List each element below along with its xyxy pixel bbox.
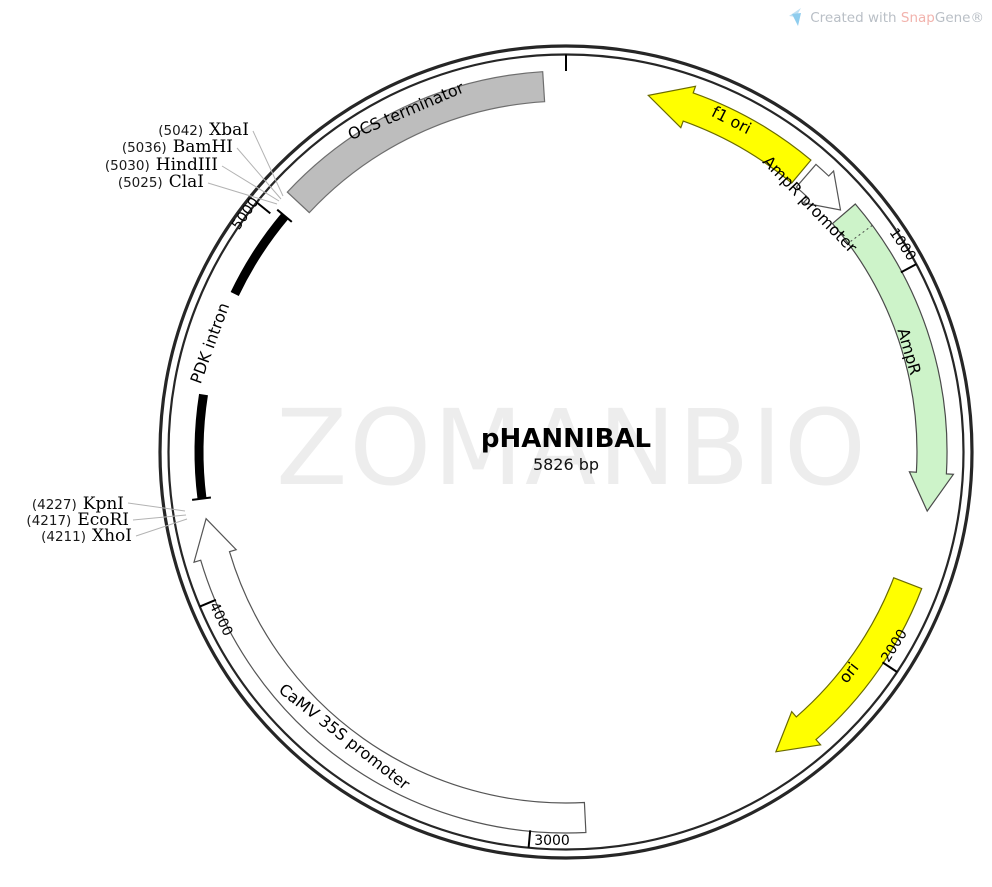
plasmid-title: pHANNIBAL	[481, 424, 651, 454]
credit-text: Created with SnapGene®	[810, 10, 984, 26]
pointer-bamhi	[236, 147, 282, 200]
site-label-ecori: (4217) EcoRI	[26, 510, 129, 530]
snapgene-icon-lower	[792, 13, 801, 26]
tick-label-3000: 3000	[534, 833, 570, 849]
pdk-intron-start-cap	[276, 208, 293, 223]
tick-5000	[256, 201, 271, 215]
tick-1000	[900, 263, 917, 274]
tick-3000	[527, 830, 532, 848]
feature-pdk-intron-segment2	[230, 213, 289, 296]
backbone-outer-circle	[158, 44, 974, 860]
site-label-xbai: (5042) XbaI	[158, 120, 249, 140]
site-label-kpni: (4227) KpnI	[32, 494, 124, 514]
plasmid-size: 5826 bp	[533, 455, 599, 474]
feature-f1-ori	[647, 85, 812, 184]
pointer-kpni	[127, 502, 186, 512]
credit: Created with SnapGene®	[789, 8, 984, 26]
site-label-clai: (5025) ClaI	[118, 172, 204, 192]
feature-pdk-intron	[194, 393, 208, 500]
watermark: ZOMANBIO	[276, 387, 868, 509]
snapgene-icon	[789, 8, 801, 17]
pointer-ecori	[132, 514, 187, 521]
pdk-intron-end-cap	[191, 496, 212, 501]
feature-label-camv-35s-promoter: CaMV 35S promoter	[275, 680, 414, 794]
tick-label-5000: 5000	[229, 195, 263, 233]
tick-4000	[199, 598, 217, 608]
feature-camv-35s-promoter	[193, 517, 587, 834]
feature-ocs-terminator	[286, 71, 546, 214]
feature-label-ampr-promoter: AmpR promoter	[759, 152, 861, 257]
pointer-xhoi	[135, 518, 188, 537]
feature-ampr-promoter	[795, 163, 842, 211]
tick-2000	[881, 661, 898, 673]
site-label-hindiii: (5030) HindIII	[105, 155, 218, 175]
feature-ampr	[831, 203, 955, 513]
site-label-xhoi: (4211) XhoI	[41, 526, 132, 546]
feature-ori	[774, 577, 923, 753]
pointer-clai	[207, 182, 278, 205]
pointer-xbai	[252, 130, 284, 197]
pointer-hindiii	[221, 165, 280, 202]
site-label-bamhi: (5036) BamHI	[122, 137, 233, 157]
